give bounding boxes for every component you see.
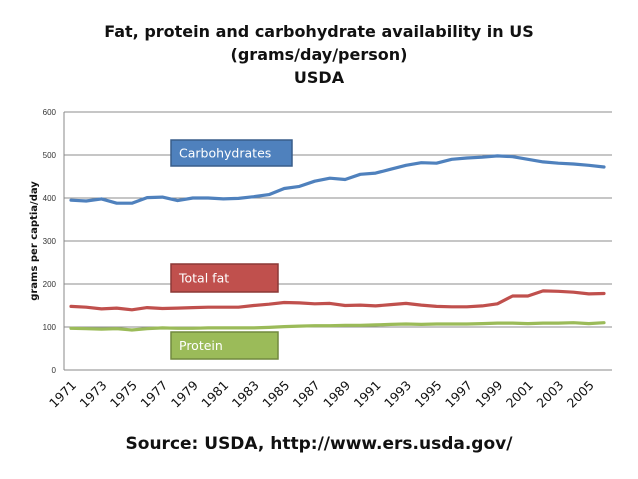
title-line-1: Fat, protein and carbohydrate availabili…: [104, 22, 534, 41]
x-tick-label: 1971: [46, 378, 79, 411]
title-line-3: USDA: [293, 68, 345, 87]
x-tick-label: 2005: [564, 378, 597, 411]
y-tick-label: 600: [43, 108, 57, 117]
x-tick-label: 1995: [412, 378, 445, 411]
x-tick-label: 1985: [259, 378, 292, 411]
series-lines: [69, 154, 606, 332]
x-tick-label: 1979: [168, 377, 201, 410]
x-tick-label: 1987: [290, 378, 323, 411]
label-box-bg: [170, 263, 279, 293]
label-box-bg: [170, 331, 279, 360]
y-tick-label: 300: [43, 237, 57, 246]
x-tick-label: 1981: [198, 378, 231, 411]
x-tick-label: 1975: [107, 378, 140, 411]
label-box-total-fat: Total fat: [170, 263, 279, 293]
series-line-carbohydrates: [69, 154, 606, 205]
source-note: Source: USDA, http://www.ers.usda.gov/: [125, 434, 513, 454]
x-tick-label: 1997: [442, 378, 475, 411]
x-tick-label: 1983: [229, 378, 262, 411]
x-tick-label: 2001: [503, 378, 536, 411]
x-tick-label: 1991: [351, 378, 384, 411]
label-text-total-fat: Total fat: [178, 271, 229, 286]
title-line-2: (grams/day/person): [230, 45, 408, 64]
label-box-carbohydrates: Carbohydrates: [170, 139, 293, 167]
y-axis-ticks: 0 100 200 300 400 500 600: [43, 108, 57, 375]
series-labels: Carbohydrates Total fat Protein: [170, 139, 293, 360]
x-tick-label: 1973: [76, 378, 109, 411]
label-text-carbohydrates: Carbohydrates: [179, 146, 271, 161]
x-tick-label: 2003: [533, 378, 566, 411]
y-tick-label: 400: [43, 194, 57, 203]
label-box-protein: Protein: [170, 331, 279, 360]
series-line-protein: [69, 321, 606, 332]
y-tick-label: 100: [43, 323, 57, 332]
label-text-protein: Protein: [179, 338, 223, 353]
y-tick-label: 0: [52, 366, 57, 375]
x-tick-label: 1977: [137, 378, 170, 411]
y-axis-label: grams per captia/day: [29, 181, 40, 301]
chart-title: Fat, protein and carbohydrate availabili…: [0, 20, 638, 89]
label-box-bg: [170, 139, 293, 167]
x-tick-label: 1993: [381, 378, 414, 411]
series-line-total-fat: [69, 289, 606, 312]
y-tick-label: 200: [43, 280, 57, 289]
x-tick-label: 1999: [472, 377, 505, 410]
y-tick-label: 500: [43, 151, 57, 160]
x-axis-ticks: 1971197319751977197919811983198519871989…: [46, 377, 597, 410]
x-tick-label: 1989: [320, 377, 353, 410]
